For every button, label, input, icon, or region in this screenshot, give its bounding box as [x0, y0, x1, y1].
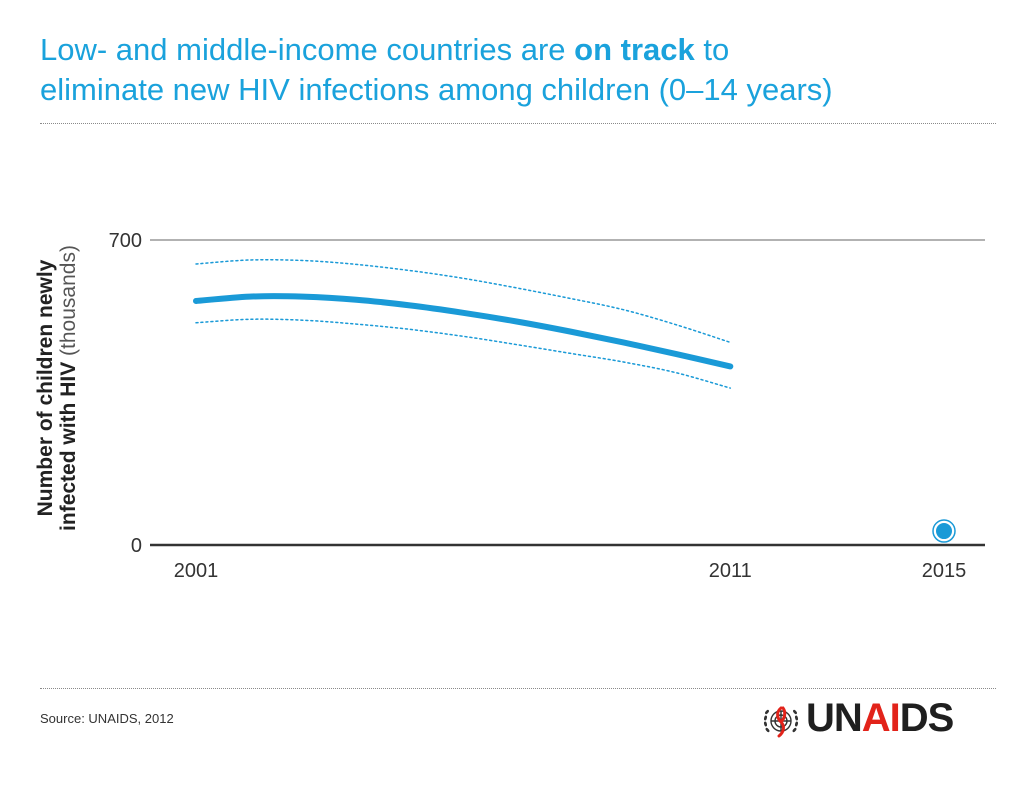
data-series	[193, 259, 734, 389]
y-tick-labels: 0 700	[109, 230, 142, 557]
y-axis-label-line2-bold: infected with HIV	[57, 362, 80, 531]
y-tick-label-0: 0	[131, 535, 142, 557]
logo-wordmark-prefix: UN	[806, 696, 863, 740]
title-part1: Low- and middle-income countries are	[40, 32, 575, 67]
slide-title: Low- and middle-income countries are on …	[40, 30, 1000, 110]
logo-wordmark: UNAIDS	[806, 696, 955, 741]
x-tick-label-2015: 2015	[922, 560, 967, 582]
series-line-lower-bound	[195, 318, 732, 389]
target-marker	[932, 519, 956, 543]
x-tick-label-2011: 2011	[709, 560, 752, 582]
title-emphasis: on track	[574, 32, 695, 67]
x-tick-labels: 2001 2011 2015	[174, 560, 967, 582]
y-axis-label-line2: infected with HIV (thousands)	[57, 245, 80, 531]
logo-wordmark-red: AI	[861, 696, 901, 740]
series-line-estimate	[193, 293, 734, 370]
line-chart: Number of children newly infected with H…	[34, 230, 985, 582]
title-line2: eliminate new HIV infections among child…	[40, 72, 833, 107]
y-axis-label: Number of children newly infected with H…	[34, 245, 80, 531]
gridlines	[150, 239, 985, 547]
un-emblem-icon	[764, 706, 798, 738]
x-tick-label-2001: 2001	[174, 560, 219, 582]
series-line-upper-bound	[195, 259, 732, 344]
target-point-2015	[936, 523, 952, 540]
y-axis-label-line2-light: (thousands)	[57, 245, 80, 362]
unaids-logo: UNAIDS	[762, 696, 972, 744]
y-tick-label-700: 700	[109, 230, 142, 252]
bottom-divider	[40, 688, 996, 689]
source-note: Source: UNAIDS, 2012	[40, 711, 174, 726]
title-part2: to	[694, 32, 730, 67]
top-divider	[40, 123, 996, 124]
logo-wordmark-suffix: DS	[899, 696, 955, 740]
y-axis-label-line1: Number of children newly	[34, 259, 57, 516]
